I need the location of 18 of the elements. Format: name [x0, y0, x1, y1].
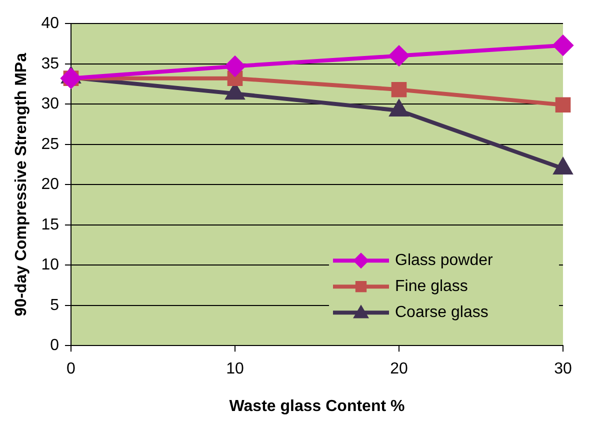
x-tick-label: 30: [554, 360, 572, 378]
y-tick-label: 15: [41, 216, 60, 234]
y-tick-label: 0: [50, 337, 60, 354]
legend-label: Fine glass: [395, 278, 468, 296]
y-tick-label: 20: [41, 176, 60, 194]
y-tick-label: 5: [50, 296, 60, 314]
legend-label: Glass powder: [395, 252, 494, 270]
y-tick-label: 30: [41, 96, 60, 113]
y-tick-label: 35: [41, 55, 60, 72]
y-tick-label: 25: [41, 136, 60, 153]
y-axis-title: 90-day Compressive Strength MPa: [13, 52, 30, 316]
x-tick-label: 0: [66, 360, 76, 378]
y-tick-label: 10: [41, 256, 60, 274]
x-axis-title: Waste glass Content %: [229, 398, 405, 415]
y-tick-label: 40: [41, 15, 60, 32]
legend-label: Coarse glass: [395, 304, 488, 322]
x-tick-label: 20: [390, 360, 408, 378]
x-tick-label: 10: [226, 360, 244, 378]
